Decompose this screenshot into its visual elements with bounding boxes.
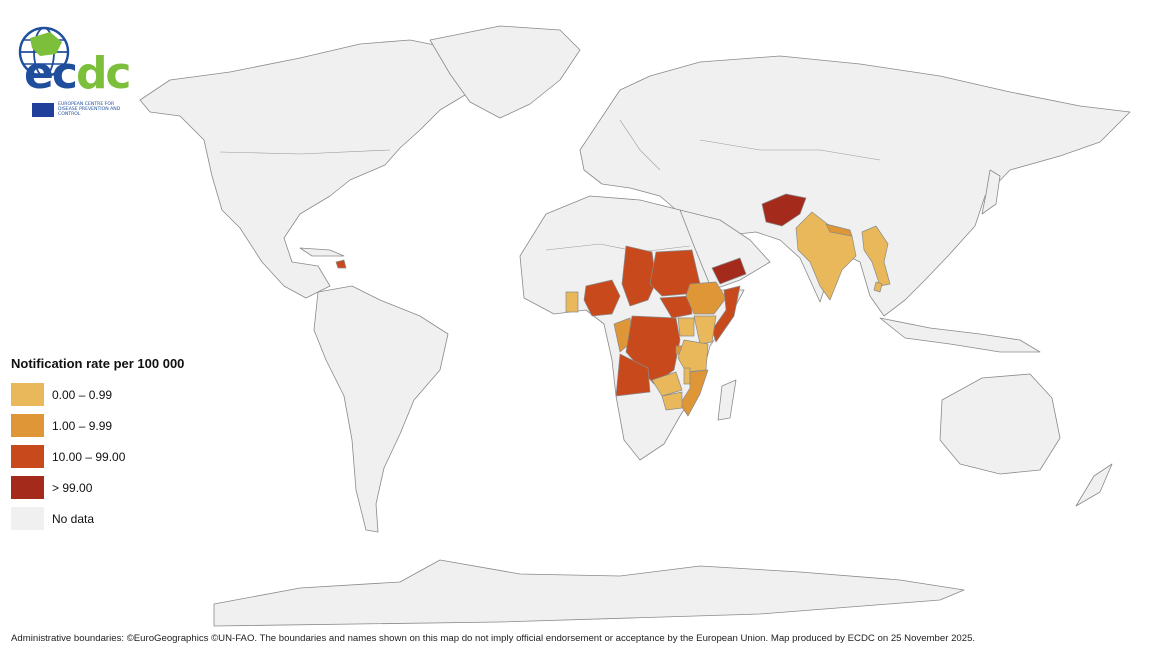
country-haiti xyxy=(335,259,347,269)
map-footer-disclaimer: Administrative boundaries: ©EuroGeograph… xyxy=(11,633,976,644)
country-zambia xyxy=(651,371,683,397)
legend-label: 10.00 – 99.00 xyxy=(52,449,126,464)
country-uganda xyxy=(677,317,695,337)
land-cuba xyxy=(299,247,345,257)
land-new-zealand xyxy=(1075,463,1113,507)
land-north-america xyxy=(139,39,501,299)
country-myanmar xyxy=(861,225,891,287)
land-australia xyxy=(939,373,1061,475)
country-kenya xyxy=(693,315,717,345)
country-south-sudan xyxy=(659,295,693,319)
legend-swatch xyxy=(11,414,44,437)
border-usa-canada xyxy=(219,149,391,155)
country-malawi xyxy=(683,367,691,385)
country-ethiopia xyxy=(685,281,727,315)
country-chad xyxy=(621,245,657,307)
legend-swatch xyxy=(11,383,44,406)
country-somalia xyxy=(711,285,741,343)
logo-text-ec: ec xyxy=(24,48,78,99)
border-sahel xyxy=(545,243,691,253)
logo-subtitle: EUROPEAN CENTRE FOR DISEASE PREVENTION A… xyxy=(58,102,121,117)
land-south-america xyxy=(313,285,449,533)
country-sudan xyxy=(649,249,701,297)
legend-item: 1.00 – 9.99 xyxy=(11,410,251,441)
map-legend: Notification rate per 100 000 0.00 – 0.9… xyxy=(11,356,251,534)
legend-label: 0.00 – 0.99 xyxy=(52,387,113,402)
country-nigeria xyxy=(583,279,621,317)
globe-icon xyxy=(18,26,70,78)
country-yemen xyxy=(711,257,747,285)
eu-flag-icon xyxy=(32,103,54,117)
country-thailand xyxy=(873,281,883,293)
logo-wordmark: ecdc xyxy=(24,48,132,99)
legend-swatch xyxy=(11,507,44,530)
border-europe xyxy=(619,119,661,171)
country-mozambique xyxy=(679,369,709,417)
legend-item: No data xyxy=(11,503,251,534)
legend-title: Notification rate per 100 000 xyxy=(11,356,185,371)
country-ghana xyxy=(565,291,579,313)
land-indonesia xyxy=(879,317,1041,353)
legend-swatch xyxy=(11,476,44,499)
legend-item: 0.00 – 0.99 xyxy=(11,379,251,410)
country-zimbabwe xyxy=(661,391,683,411)
country-nepal xyxy=(825,223,853,237)
ecdc-logo xyxy=(10,26,122,122)
legend-item: 10.00 – 99.00 xyxy=(11,441,251,472)
land-japan xyxy=(981,169,1001,215)
country-angola xyxy=(615,353,651,397)
country-afghanistan xyxy=(761,193,807,227)
legend-swatch xyxy=(11,445,44,468)
legend-label: No data xyxy=(52,511,95,526)
border-russia xyxy=(699,139,881,161)
legend-label: 1.00 – 9.99 xyxy=(52,418,113,433)
logo-text-dc: dc xyxy=(75,48,132,99)
land-greenland xyxy=(429,25,581,119)
land-antarctica xyxy=(213,559,965,627)
legend-label: > 99.00 xyxy=(52,480,93,495)
legend-item: > 99.00 xyxy=(11,472,251,503)
land-madagascar xyxy=(717,379,737,421)
